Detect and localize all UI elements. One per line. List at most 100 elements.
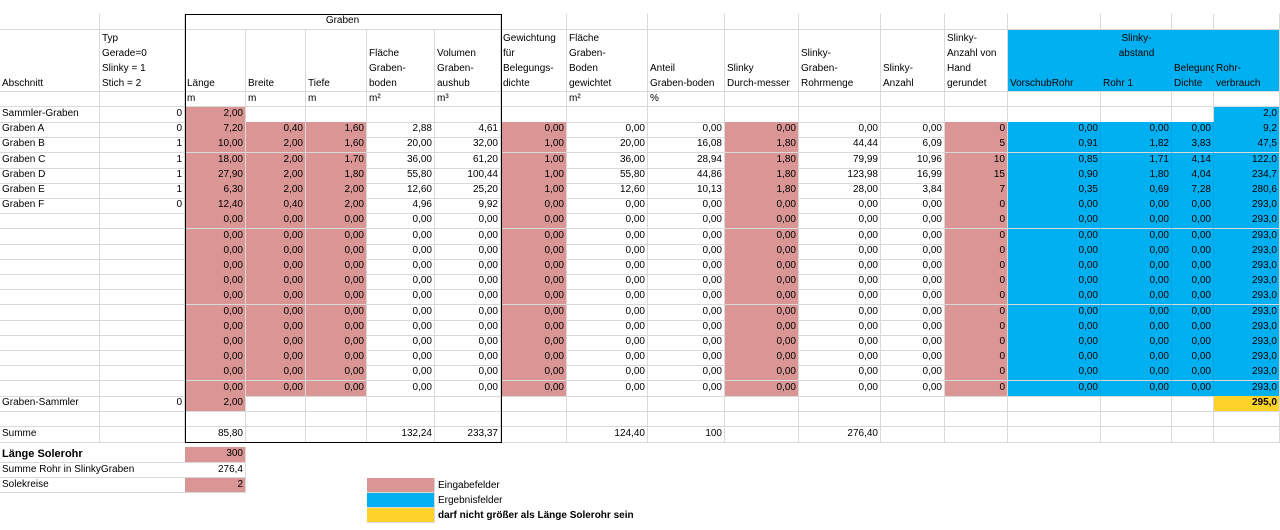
cell-durchmesser[interactable]: 0,00 — [725, 335, 799, 351]
cell-durchmesser[interactable]: 0,00 — [725, 319, 799, 336]
cell-gewichtung[interactable]: 0,00 — [501, 319, 567, 336]
cell-gewichtung[interactable]: 0,00 — [501, 335, 567, 351]
cell-laenge[interactable]: 0,00 — [185, 319, 246, 336]
cell-breite[interactable]: 0,00 — [246, 350, 306, 367]
cell-gewichtung[interactable]: 0,00 — [501, 304, 567, 321]
cell-gewichtung[interactable]: 0,00 — [501, 350, 567, 367]
cell-laenge[interactable]: 2,00 — [185, 395, 246, 412]
cell-tiefe[interactable]: 2,00 — [306, 198, 367, 215]
cell-anzahl_hand[interactable]: 0 — [945, 213, 1008, 230]
cell-gewichtung[interactable]: 0,00 — [501, 213, 567, 230]
cell-tiefe[interactable]: 0,00 — [306, 335, 367, 351]
cell-gewichtung[interactable]: 0,00 — [501, 243, 567, 260]
cell-breite[interactable]: 0,00 — [246, 274, 306, 291]
cell-durchmesser[interactable]: 0,00 — [725, 198, 799, 215]
cell-gewichtung[interactable]: 0,00 — [501, 122, 567, 139]
cell-anzahl_hand[interactable]: 0 — [945, 289, 1008, 306]
cell-tiefe[interactable]: 1,80 — [306, 167, 367, 184]
cell-breite[interactable]: 0,00 — [246, 243, 306, 260]
cell-laenge[interactable]: 27,90 — [185, 167, 246, 184]
cell-gewichtung[interactable]: 1,00 — [501, 167, 567, 184]
cell-anzahl_hand[interactable]: 15 — [945, 167, 1008, 184]
cell-tiefe[interactable]: 0,00 — [306, 304, 367, 321]
cell-laenge[interactable]: 0,00 — [185, 380, 246, 397]
cell-tiefe[interactable]: 0,00 — [306, 319, 367, 336]
cell-durchmesser[interactable]: 0,00 — [725, 259, 799, 275]
cell-breite[interactable]: 0,40 — [246, 198, 306, 215]
cell-tiefe[interactable]: 0,00 — [306, 365, 367, 382]
cell-breite[interactable]: 0,00 — [246, 213, 306, 230]
cell-durchmesser[interactable]: 0,00 — [725, 228, 799, 245]
cell-breite[interactable]: 2,00 — [246, 152, 306, 169]
cell-breite[interactable]: 2,00 — [246, 183, 306, 199]
cell-breite[interactable]: 0,00 — [246, 365, 306, 382]
cell-tiefe[interactable]: 0,00 — [306, 350, 367, 367]
cell-laenge[interactable]: 0,00 — [185, 350, 246, 367]
cell-tiefe[interactable]: 2,00 — [306, 183, 367, 199]
cell-anzahl_hand[interactable]: 0 — [945, 319, 1008, 336]
cell-laenge[interactable]: 0,00 — [185, 335, 246, 351]
cell-tiefe[interactable]: 0,00 — [306, 213, 367, 230]
cell-laenge[interactable]: 0,00 — [185, 259, 246, 275]
cell-gewichtung[interactable]: 0,00 — [501, 289, 567, 306]
cell-tiefe[interactable]: 1,60 — [306, 137, 367, 154]
cell-gewichtung[interactable]: 0,00 — [501, 198, 567, 215]
cell-durchmesser[interactable]: 0,00 — [725, 304, 799, 321]
cell-anzahl_hand[interactable]: 0 — [945, 365, 1008, 382]
cell-breite[interactable]: 0,00 — [246, 380, 306, 397]
cell-durchmesser[interactable]: 1,80 — [725, 183, 799, 199]
cell-anzahl_hand[interactable]: 0 — [945, 122, 1008, 139]
cell-gewichtung[interactable]: 1,00 — [501, 152, 567, 169]
cell-durchmesser[interactable]: 0,00 — [725, 213, 799, 230]
cell-durchmesser[interactable]: 0,00 — [725, 365, 799, 382]
cell-gewichtung[interactable]: 0,00 — [501, 380, 567, 397]
cell-breite[interactable]: 0,00 — [246, 228, 306, 245]
cell-anzahl_hand[interactable]: 0 — [945, 335, 1008, 351]
cell-durchmesser[interactable]: 1,80 — [725, 137, 799, 154]
cell-durchmesser[interactable]: 1,80 — [725, 152, 799, 169]
cell-anzahl_hand[interactable]: 0 — [945, 380, 1008, 397]
cell-laenge[interactable]: 2,00 — [185, 107, 246, 123]
cell-durchmesser[interactable]: 0,00 — [725, 274, 799, 291]
cell-durchmesser[interactable]: 0,00 — [725, 243, 799, 260]
cell-anzahl_hand[interactable]: 5 — [945, 137, 1008, 154]
cell-laenge[interactable]: 0,00 — [185, 289, 246, 306]
cell-laenge[interactable]: 0,00 — [185, 365, 246, 382]
cell-laenge[interactable]: 6,30 — [185, 183, 246, 199]
cell-laenge[interactable]: 0,00 — [185, 274, 246, 291]
cell-laenge[interactable]: 0,00 — [185, 243, 246, 260]
cell-anzahl_hand[interactable]: 10 — [945, 152, 1008, 169]
cell-tiefe[interactable]: 1,70 — [306, 152, 367, 169]
cell-anzahl_hand[interactable]: 0 — [945, 304, 1008, 321]
cell-anzahl_hand[interactable]: 0 — [945, 243, 1008, 260]
cell-breite[interactable]: 0,00 — [246, 259, 306, 275]
cell-breite[interactable]: 0,00 — [246, 304, 306, 321]
cell-tiefe[interactable]: 0,00 — [306, 243, 367, 260]
cell-tiefe[interactable]: 0,00 — [306, 289, 367, 306]
cell-gewichtung[interactable]: 0,00 — [501, 365, 567, 382]
cell-anzahl_hand[interactable]: 0 — [945, 259, 1008, 275]
cell-breite[interactable]: 0,40 — [246, 122, 306, 139]
cell-durchmesser[interactable]: 0,00 — [725, 350, 799, 367]
cell-breite[interactable]: 2,00 — [246, 137, 306, 154]
cell-gewichtung[interactable]: 1,00 — [501, 183, 567, 199]
cell-anzahl_hand[interactable]: 0 — [945, 274, 1008, 291]
cell-tiefe[interactable]: 0,00 — [306, 228, 367, 245]
cell-breite[interactable]: 0,00 — [246, 335, 306, 351]
cell-tiefe[interactable]: 0,00 — [306, 274, 367, 291]
cell-anzahl_hand[interactable]: 0 — [945, 350, 1008, 367]
cell-laenge[interactable]: 18,00 — [185, 152, 246, 169]
cell-laenge[interactable]: 0,00 — [185, 304, 246, 321]
cell-durchmesser[interactable]: 1,80 — [725, 167, 799, 184]
cell-breite[interactable]: 2,00 — [246, 167, 306, 184]
cell-tiefe[interactable]: 0,00 — [306, 380, 367, 397]
cell-gewichtung[interactable]: 0,00 — [501, 228, 567, 245]
cell-anzahl_hand[interactable]: 0 — [945, 198, 1008, 215]
cell-laenge[interactable]: 12,40 — [185, 198, 246, 215]
cell-laenge[interactable]: 10,00 — [185, 137, 246, 154]
cell-tiefe[interactable]: 0,00 — [306, 259, 367, 275]
cell-laenge[interactable]: 0,00 — [185, 228, 246, 245]
cell-gewichtung[interactable]: 1,00 — [501, 137, 567, 154]
cell-durchmesser[interactable]: 0,00 — [725, 122, 799, 139]
cell-laenge[interactable]: 7,20 — [185, 122, 246, 139]
